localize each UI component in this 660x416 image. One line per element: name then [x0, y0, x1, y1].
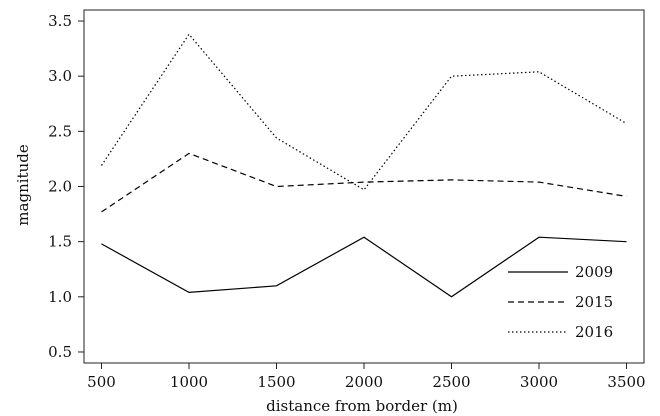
series-line-2016 — [101, 33, 627, 191]
x-tick-label: 500 — [87, 373, 116, 391]
y-tick-label: 3.5 — [48, 12, 72, 30]
x-axis-label: distance from border (m) — [266, 397, 458, 415]
x-tick-label: 2000 — [345, 373, 383, 391]
y-tick-label: 3.0 — [48, 67, 72, 85]
legend-label-2015: 2015 — [575, 293, 613, 311]
x-tick-label: 2500 — [432, 373, 470, 391]
series-lines — [101, 33, 627, 298]
x-tick-label: 1000 — [170, 373, 208, 391]
y-tick-label: 1.0 — [48, 288, 72, 306]
x-tick-label: 1500 — [257, 373, 295, 391]
legend: 2009 2015 2016 — [508, 263, 613, 341]
y-tick-label: 2.5 — [48, 122, 72, 140]
y-tick-label: 2.0 — [48, 178, 72, 196]
legend-label-2009: 2009 — [575, 263, 613, 281]
axes: 500 1000 1500 2000 2500 3000 3500 0.5 1.0 1.5 2.0 2… — [48, 9, 646, 391]
y-axis-label: magnitude — [14, 144, 32, 226]
plot-frame — [83, 9, 645, 364]
legend-label-2016: 2016 — [575, 323, 613, 341]
series-line-2009 — [101, 236, 627, 298]
x-tick-label: 3000 — [520, 373, 558, 391]
y-tick-label: 1.5 — [48, 233, 72, 251]
series-line-2015 — [101, 152, 627, 213]
x-tick-label: 3500 — [607, 373, 645, 391]
y-tick-label: 0.5 — [48, 343, 72, 361]
